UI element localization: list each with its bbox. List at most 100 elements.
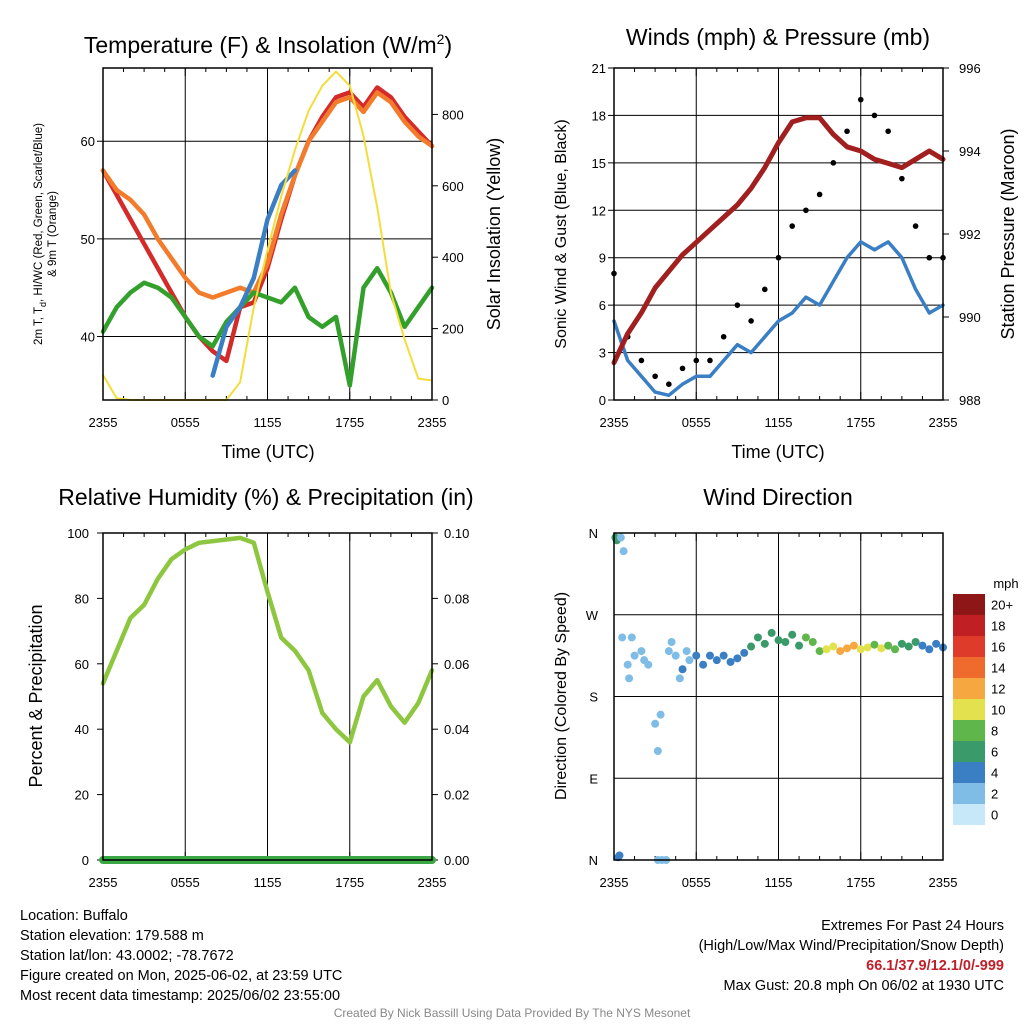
direction-point bbox=[618, 633, 627, 642]
direction-point bbox=[877, 644, 886, 653]
direction-point bbox=[747, 642, 756, 651]
direction-ylabel: Direction (Colored By Speed) bbox=[553, 592, 570, 800]
direction-point bbox=[808, 638, 817, 646]
temperature-ylabel-b: , HI/WC (Red, Green, Scarlet/Blue) bbox=[33, 123, 45, 302]
winds-ylabel: Sonic Wind & Gust (Blue, Black) bbox=[553, 119, 570, 348]
direction-point bbox=[682, 647, 691, 656]
direction-point bbox=[671, 651, 680, 660]
direction-point bbox=[843, 644, 852, 653]
direction-point bbox=[925, 645, 934, 654]
direction-xtick-label: 1155 bbox=[765, 875, 793, 890]
info-created: Figure created on Mon, 2025-06-02, at 23… bbox=[20, 968, 343, 984]
winds-xtick-label: 2355 bbox=[600, 415, 629, 430]
direction-point bbox=[616, 533, 625, 542]
winds-ytick-label: 12 bbox=[592, 203, 606, 218]
direction-point bbox=[795, 641, 804, 650]
extremes-info: Extremes For Past 24 Hours (High/Low/Max… bbox=[699, 916, 1004, 996]
winds-ytick-label: 9 bbox=[599, 251, 606, 266]
gust-point bbox=[885, 128, 891, 135]
gust-point bbox=[748, 318, 754, 324]
direction-xtick-label: 0555 bbox=[682, 875, 711, 890]
direction-point bbox=[856, 645, 865, 654]
station-info: Location: Buffalo Station elevation: 179… bbox=[20, 906, 342, 1006]
direction-xtick-label: 1755 bbox=[846, 875, 875, 890]
speed-legend-swatch bbox=[953, 636, 985, 657]
direction-point bbox=[667, 638, 676, 646]
gust-point bbox=[707, 357, 713, 364]
direction-point bbox=[630, 651, 639, 660]
direction-point bbox=[891, 645, 900, 654]
series-station-pressure bbox=[611, 115, 946, 366]
humidity-plot-border bbox=[102, 532, 433, 861]
gust-point bbox=[871, 112, 878, 119]
series-9m-t bbox=[100, 90, 435, 300]
direction-point bbox=[656, 710, 665, 719]
temperature-ytick-label: 60 bbox=[81, 134, 95, 149]
humidity-title: Relative Humidity (%) & Precipitation (i… bbox=[58, 484, 473, 510]
insolation-ytick-label: 0 bbox=[442, 393, 449, 408]
info-location: Location: Buffalo bbox=[20, 908, 128, 924]
series-td bbox=[100, 265, 435, 388]
winds-ytick-label: 3 bbox=[599, 346, 606, 361]
humidity-xtick-label: 2355 bbox=[89, 875, 118, 890]
direction-point bbox=[615, 851, 624, 860]
direction-point bbox=[760, 639, 769, 648]
direction-point bbox=[911, 638, 920, 646]
gust-point bbox=[652, 373, 658, 380]
insolation-ytick-label: 800 bbox=[442, 107, 464, 122]
pressure-ytick-label: 994 bbox=[959, 144, 981, 159]
speed-legend-swatch bbox=[953, 657, 985, 678]
precip-ytick-label: 0.00 bbox=[444, 853, 469, 868]
direction-point bbox=[897, 639, 906, 648]
speed-legend-label: 20+ bbox=[991, 598, 1013, 613]
speed-legend-swatch bbox=[953, 720, 985, 741]
temperature-ylabel-a: 2m T, T bbox=[33, 307, 45, 345]
direction-point bbox=[740, 648, 749, 657]
direction-point bbox=[651, 719, 660, 728]
gust-point bbox=[679, 365, 686, 372]
extremes-legend: (High/Low/Max Wind/Precipitation/Snow De… bbox=[698, 938, 1004, 954]
direction-plot-border bbox=[613, 532, 944, 861]
direction-point bbox=[836, 647, 845, 656]
series-relative-humidity bbox=[100, 535, 435, 745]
direction-point bbox=[653, 747, 662, 755]
direction-point bbox=[719, 651, 728, 660]
precip-ytick-label: 0.06 bbox=[444, 657, 469, 672]
pressure-ytick-label: 996 bbox=[959, 61, 981, 76]
direction-point bbox=[918, 641, 927, 650]
direction-point bbox=[822, 645, 831, 654]
precip-ytick-label: 0.04 bbox=[444, 722, 469, 737]
direction-ytick-label: N bbox=[589, 526, 598, 541]
temperature-xtick-label: 1155 bbox=[254, 415, 282, 430]
insolation-ytick-label: 200 bbox=[442, 322, 464, 337]
winds-xtick-label: 0555 bbox=[682, 415, 711, 430]
winds-ytick-label: 21 bbox=[592, 61, 606, 76]
extremes-heading: Extremes For Past 24 Hours bbox=[821, 918, 1004, 934]
humidity-ytick-label: 80 bbox=[75, 591, 89, 606]
speed-legend-label: 6 bbox=[991, 745, 998, 760]
direction-point bbox=[870, 640, 879, 649]
info-elevation: Station elevation: 179.588 m bbox=[20, 928, 204, 944]
winds-title: Winds (mph) & Pressure (mb) bbox=[626, 24, 930, 50]
humidity-ytick-label: 0 bbox=[82, 853, 89, 868]
direction-point bbox=[774, 636, 783, 645]
pressure-ytick-label: 990 bbox=[959, 310, 981, 325]
gust-point bbox=[912, 223, 919, 229]
gust-point bbox=[734, 302, 741, 308]
info-timestamp: Most recent data timestamp: 2025/06/02 2… bbox=[20, 988, 341, 1004]
winds-xtick-label: 2355 bbox=[929, 415, 958, 430]
direction-point bbox=[932, 639, 941, 648]
speed-legend-label: 4 bbox=[991, 766, 998, 781]
humidity-xtick-label: 0555 bbox=[171, 875, 200, 890]
direction-point bbox=[829, 642, 838, 651]
winds-panel: Winds (mph) & Pressure (mb) 2355 0555 1155 1… bbox=[553, 24, 1018, 462]
speed-legend-label: 14 bbox=[991, 661, 1005, 676]
direction-point bbox=[767, 628, 776, 637]
gust-point bbox=[899, 175, 905, 182]
humidity-xtick-label: 1155 bbox=[254, 875, 282, 890]
max-gust: Max Gust: 20.8 mph On 06/02 at 1930 UTC bbox=[723, 978, 1004, 994]
speed-legend-title: mph bbox=[993, 576, 1018, 591]
gust-point bbox=[775, 254, 782, 261]
